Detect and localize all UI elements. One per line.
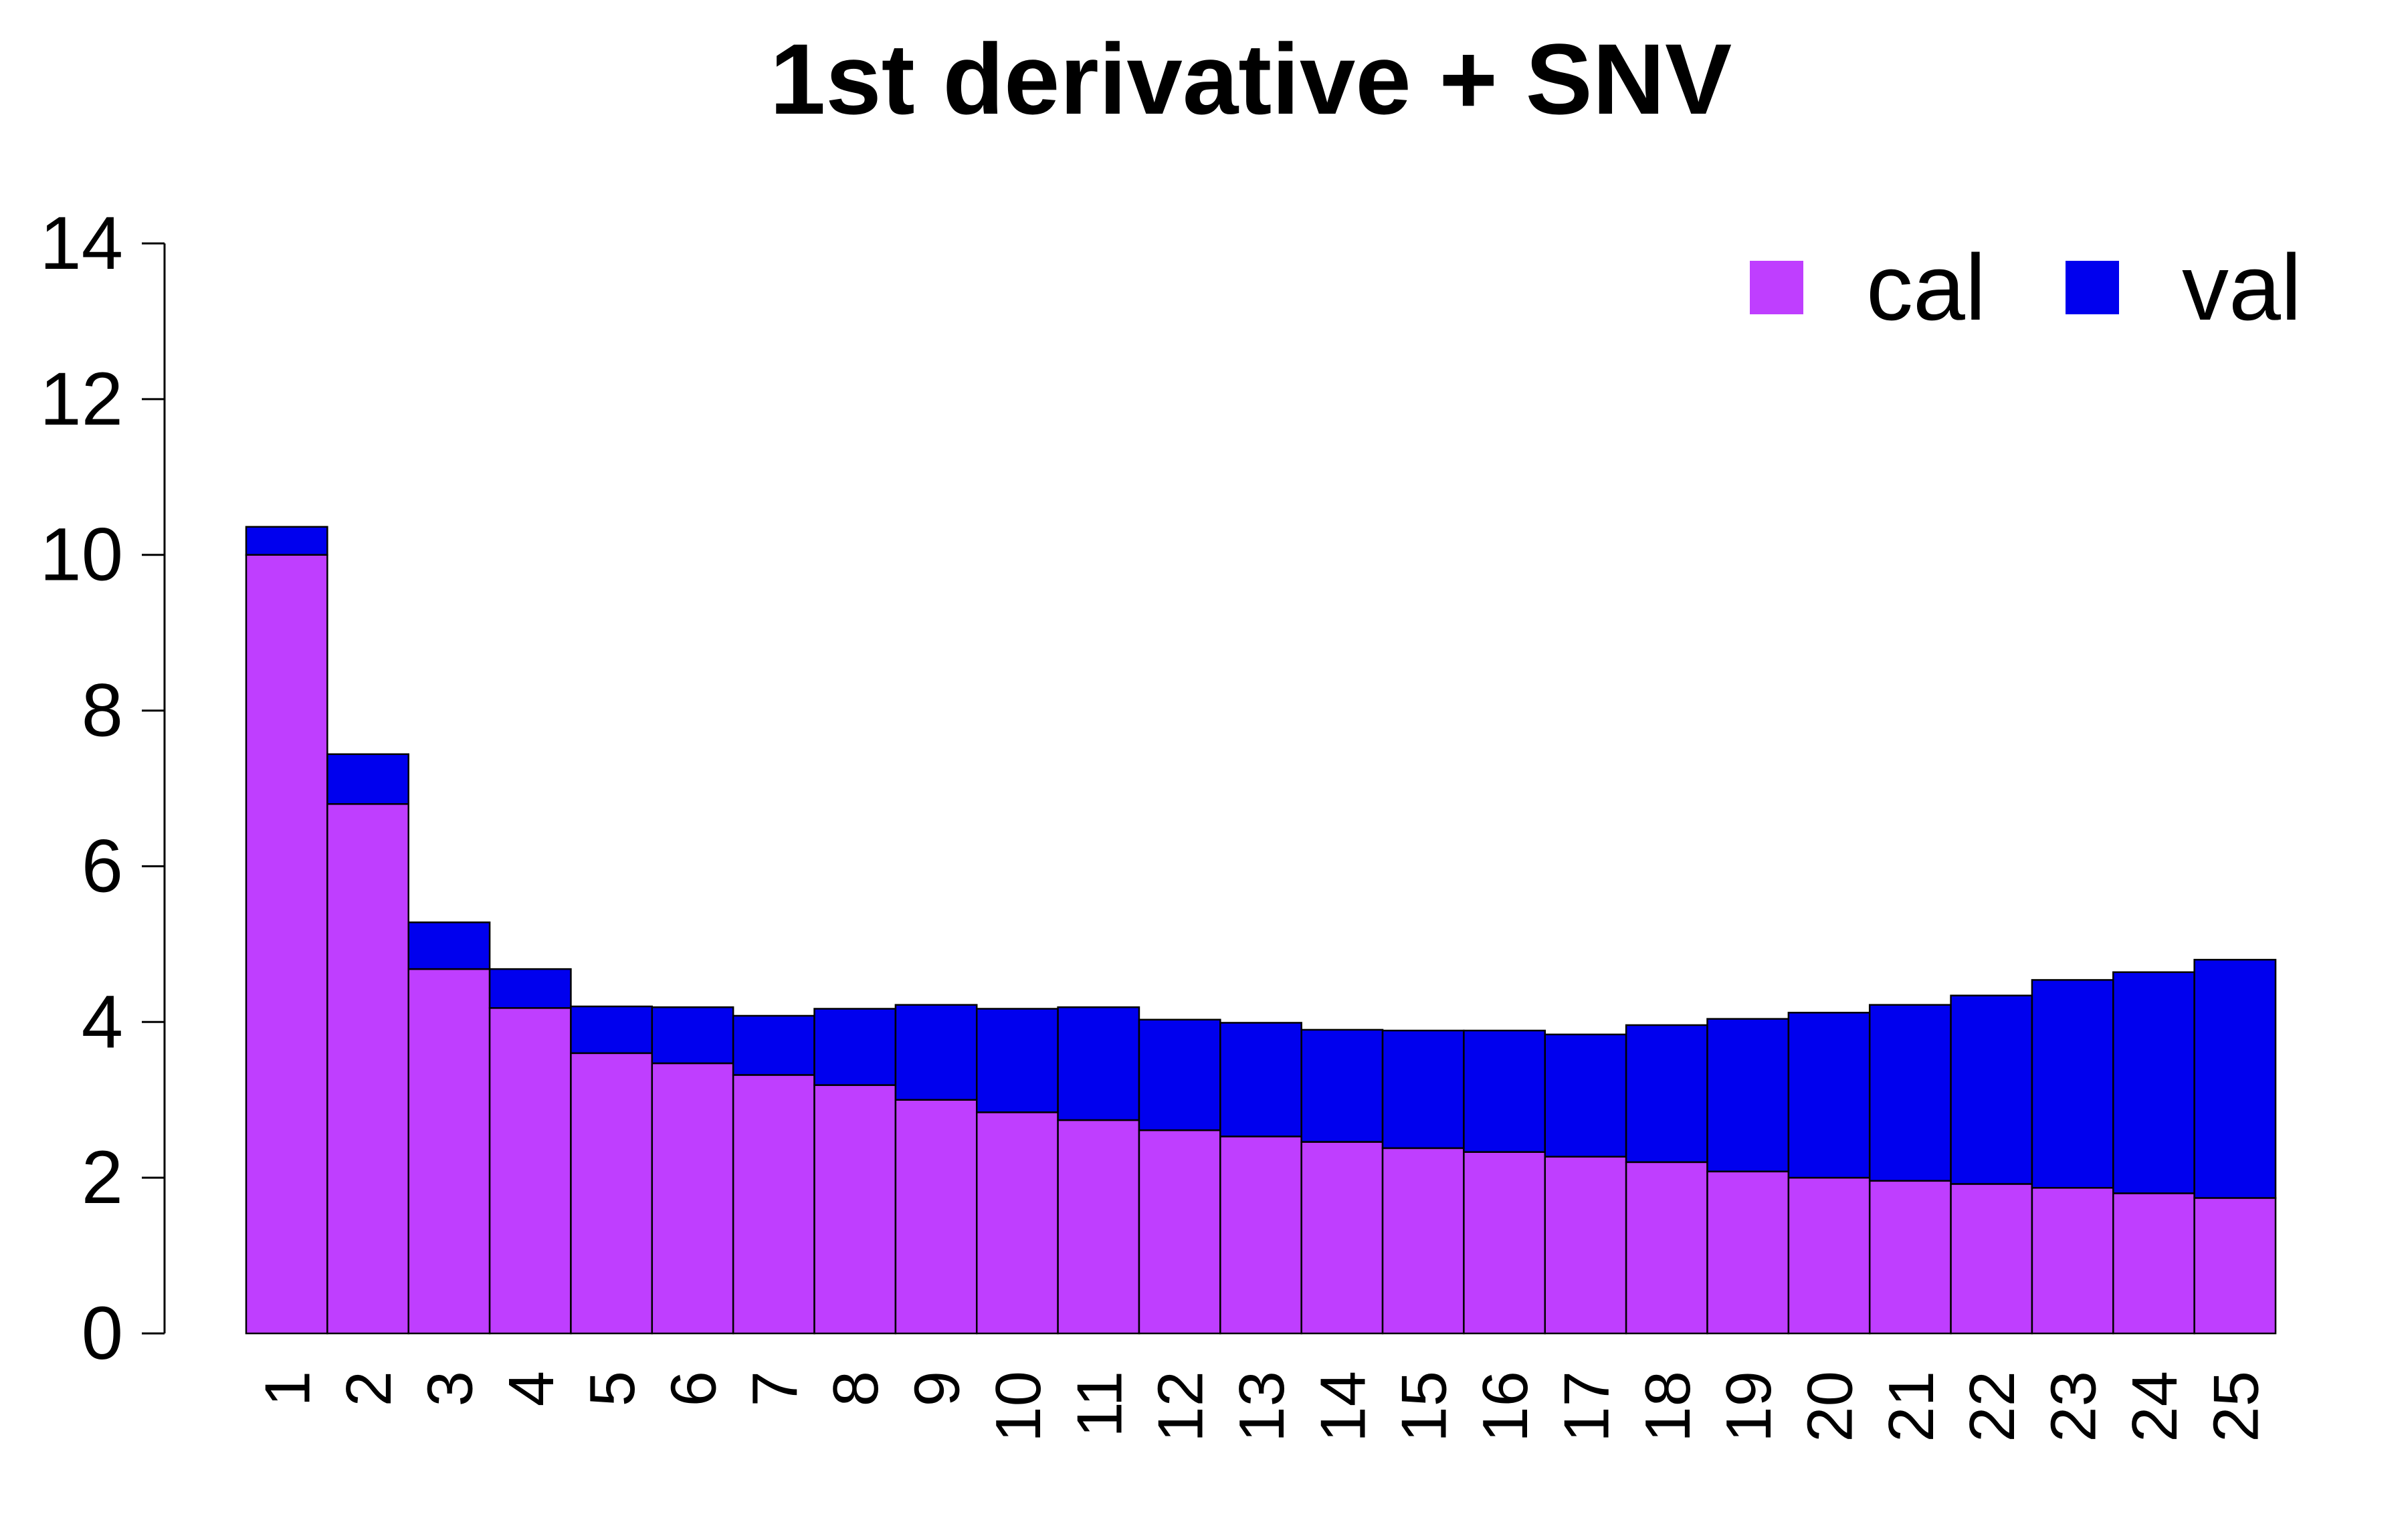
legend-label-val: val xyxy=(2182,235,2302,340)
bar-cal-12 xyxy=(1138,1129,1221,1335)
bar-cal-18 xyxy=(1625,1161,1708,1335)
x-tick-label: 10 xyxy=(983,1371,1054,1442)
y-tick-label: 12 xyxy=(39,357,123,441)
bar-val-7 xyxy=(732,1014,815,1076)
bar-cal-10 xyxy=(975,1111,1059,1335)
x-tick-label: 18 xyxy=(1632,1371,1704,1442)
bar-val-12 xyxy=(1138,1018,1221,1131)
bar-cal-5 xyxy=(570,1052,654,1335)
x-tick-label: 13 xyxy=(1226,1371,1298,1442)
bar-cal-6 xyxy=(651,1062,734,1335)
bar-val-15 xyxy=(1381,1029,1465,1150)
bar-val-18 xyxy=(1625,1024,1708,1164)
y-tick-label: 2 xyxy=(82,1135,123,1219)
bar-val-6 xyxy=(651,1006,734,1065)
bar-cal-1 xyxy=(245,554,328,1335)
bar-val-14 xyxy=(1300,1028,1384,1143)
bar-val-22 xyxy=(1950,994,2033,1185)
bar-cal-16 xyxy=(1463,1151,1546,1335)
bar-val-20 xyxy=(1787,1012,1871,1179)
chart-title: 1st derivative + SNV xyxy=(770,23,1732,135)
x-tick-label: 21 xyxy=(1876,1371,1947,1442)
bar-cal-3 xyxy=(407,968,491,1335)
bar-cal-8 xyxy=(813,1084,897,1335)
x-tick-label: 4 xyxy=(496,1371,567,1406)
bar-val-24 xyxy=(2112,971,2195,1194)
x-tick-label: 11 xyxy=(1064,1371,1135,1438)
x-tick-label: 19 xyxy=(1713,1371,1785,1442)
x-tick-label: 25 xyxy=(2200,1371,2272,1442)
bar-val-10 xyxy=(975,1008,1059,1113)
bar-cal-4 xyxy=(488,1007,572,1335)
bar-val-5 xyxy=(570,1005,654,1055)
bar-val-2 xyxy=(326,753,409,805)
y-axis: 0 2 4 6 8 10 12 14 xyxy=(39,201,166,1375)
bar-val-17 xyxy=(1544,1033,1627,1158)
bar-cal-2 xyxy=(326,803,409,1335)
bar-val-9 xyxy=(894,1004,978,1101)
bar-val-11 xyxy=(1057,1006,1140,1121)
x-tick-label: 12 xyxy=(1145,1371,1217,1442)
x-tick-label: 1 xyxy=(252,1371,324,1406)
bar-val-3 xyxy=(407,921,491,970)
y-tick-label: 14 xyxy=(39,201,123,285)
x-tick-label: 23 xyxy=(2038,1371,2110,1442)
bar-cal-25 xyxy=(2193,1197,2277,1335)
x-axis-tick-labels: 1 2 3 4 5 6 7 8 9 10 11 12 13 14 15 16 17 18 19 20 21 22 23 24 2… xyxy=(252,1371,2272,1442)
bar-val-4 xyxy=(488,968,572,1009)
y-tick-label: 10 xyxy=(39,513,123,596)
bar-cal-20 xyxy=(1787,1176,1871,1335)
legend-swatch-val xyxy=(2066,261,2119,314)
legend-swatch-cal xyxy=(1750,261,1803,314)
x-tick-label: 8 xyxy=(820,1371,892,1406)
bar-val-23 xyxy=(2031,979,2114,1189)
x-tick-label: 17 xyxy=(1550,1371,1622,1442)
bar-cal-23 xyxy=(2031,1187,2114,1335)
bar-cal-14 xyxy=(1300,1141,1384,1335)
bar-val-13 xyxy=(1219,1022,1302,1137)
x-tick-label: 7 xyxy=(739,1371,811,1406)
y-tick-label: 0 xyxy=(82,1291,123,1375)
bar-cal-13 xyxy=(1219,1135,1302,1335)
x-tick-label: 14 xyxy=(1307,1371,1379,1442)
bar-cal-19 xyxy=(1706,1170,1790,1335)
bar-cal-9 xyxy=(894,1099,978,1335)
bar-cal-21 xyxy=(1868,1180,1952,1335)
bar-val-19 xyxy=(1706,1018,1790,1173)
x-tick-label: 9 xyxy=(902,1371,973,1406)
x-tick-label: 22 xyxy=(1956,1371,2028,1442)
x-tick-label: 2 xyxy=(333,1371,405,1406)
bar-cal-15 xyxy=(1381,1147,1465,1335)
bar-val-16 xyxy=(1463,1029,1546,1153)
bar-val-25 xyxy=(2193,958,2277,1199)
bar-cal-11 xyxy=(1057,1119,1140,1335)
x-tick-label: 6 xyxy=(658,1371,729,1406)
x-tick-label: 15 xyxy=(1389,1371,1460,1442)
x-tick-label: 3 xyxy=(414,1371,486,1406)
bar-val-21 xyxy=(1868,1004,1952,1182)
bar-cal-7 xyxy=(732,1074,815,1335)
x-tick-label: 20 xyxy=(1795,1371,1866,1442)
x-tick-label: 5 xyxy=(577,1371,648,1406)
y-tick-label: 8 xyxy=(82,669,123,752)
bars xyxy=(245,526,2277,1335)
bar-cal-22 xyxy=(1950,1183,2033,1335)
bar-val-8 xyxy=(813,1008,897,1086)
x-tick-label: 16 xyxy=(1470,1371,1541,1442)
x-tick-label: 24 xyxy=(2119,1371,2191,1442)
bar-cal-17 xyxy=(1544,1156,1627,1335)
legend-label-cal: cal xyxy=(1866,235,1986,340)
bar-cal-24 xyxy=(2112,1192,2195,1335)
bar-val-1 xyxy=(245,526,328,556)
y-tick-label: 6 xyxy=(82,824,123,907)
y-tick-label: 4 xyxy=(82,980,123,1063)
legend: cal val xyxy=(1750,235,2302,340)
